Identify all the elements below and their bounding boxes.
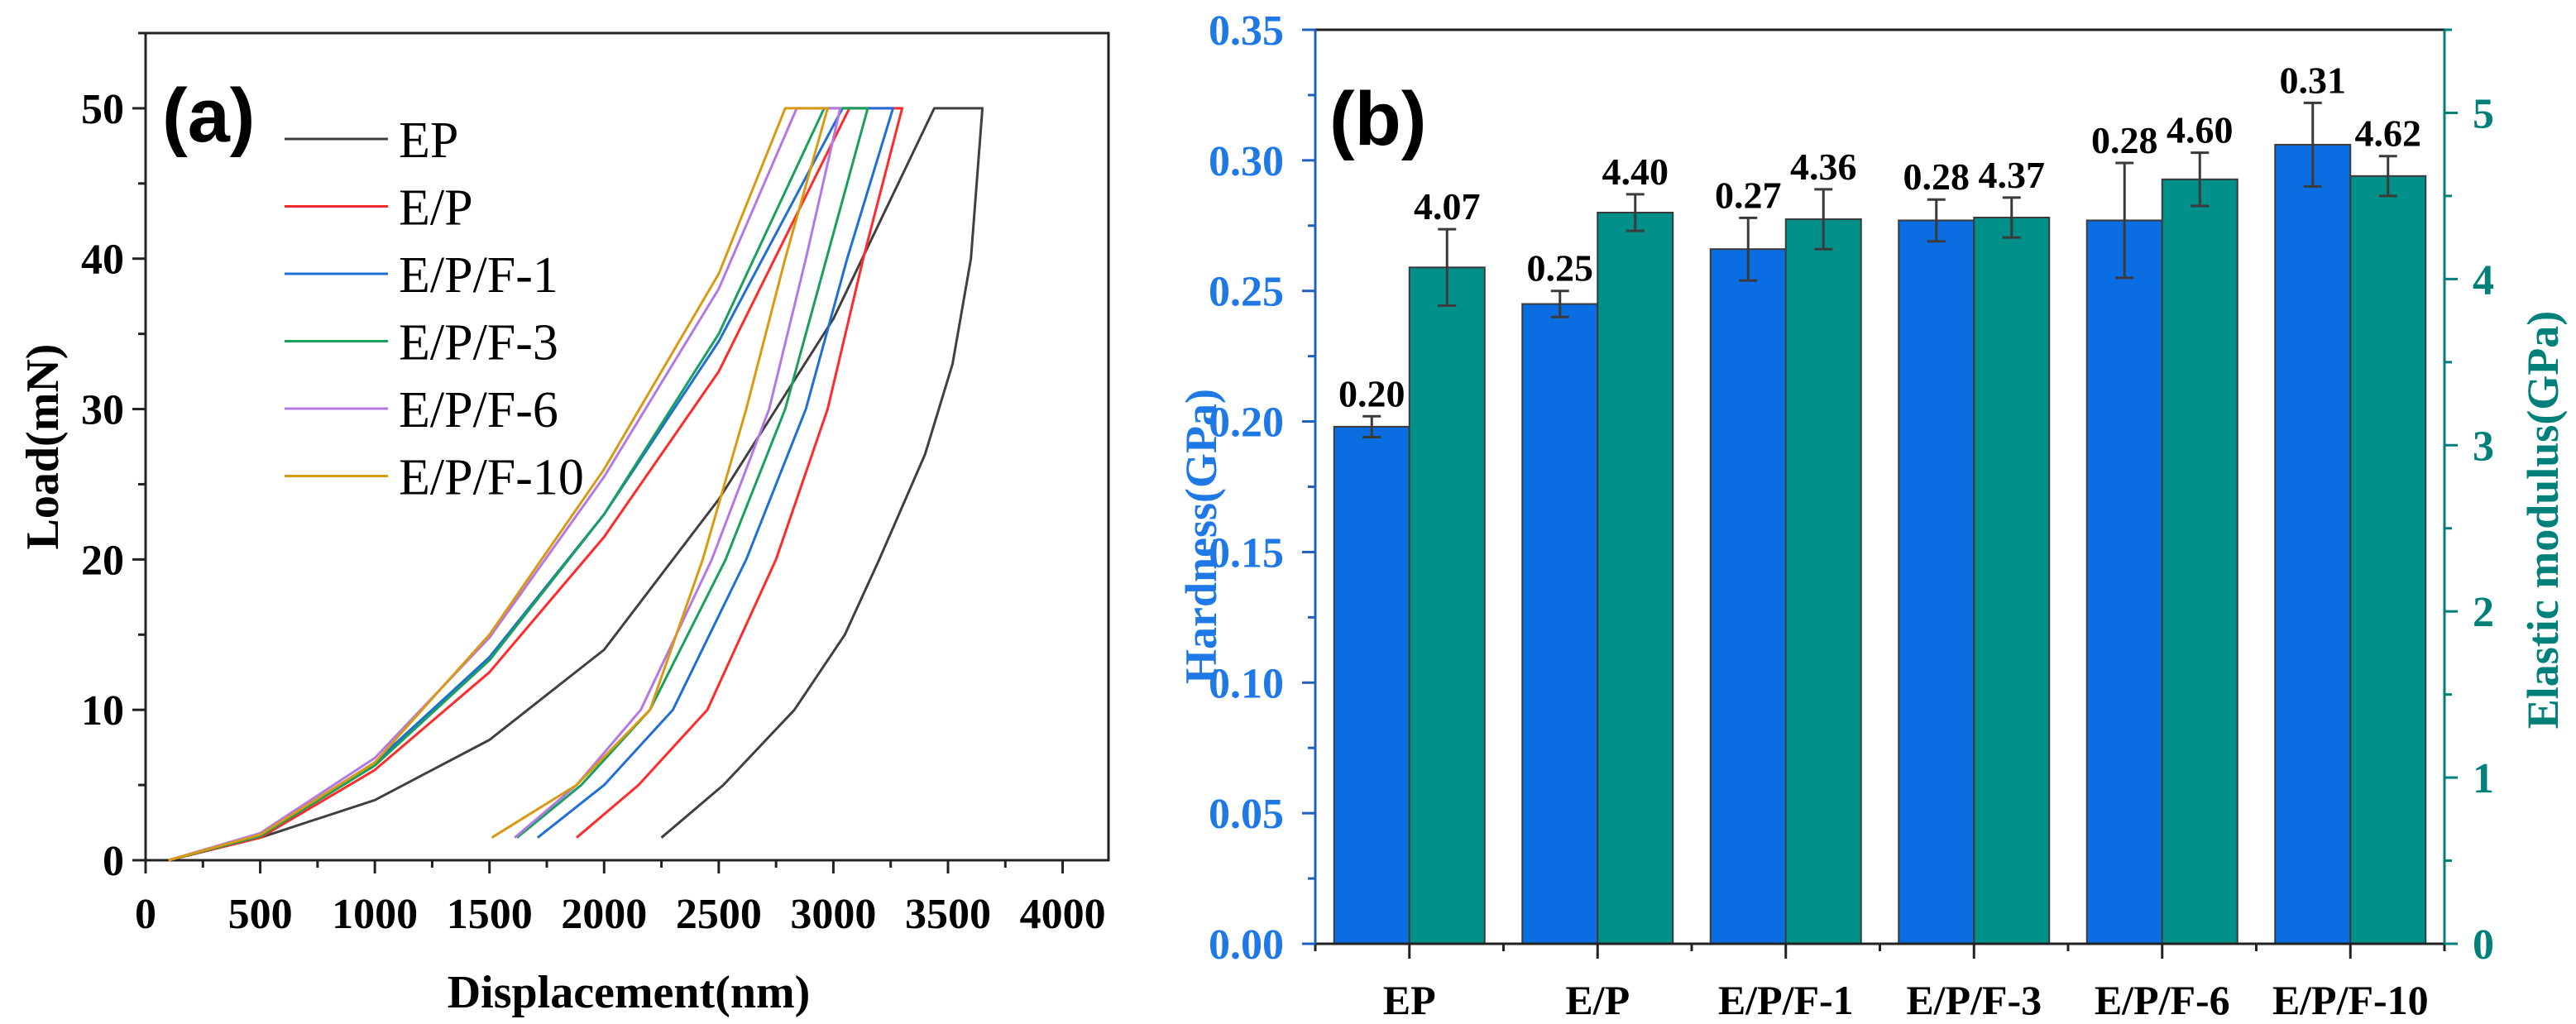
series-line-e-p-f-3 (168, 107, 869, 862)
data-label: 0.25 (1527, 247, 1594, 289)
data-label: 0.20 (1338, 372, 1405, 414)
bar-hardness (1709, 248, 1787, 945)
category-label: E/P/F-1 (1718, 977, 1854, 1023)
series-line-ep (168, 107, 984, 862)
bar-elastic-modulus (1597, 212, 1674, 945)
y-right-tick-label: 0 (2473, 921, 2494, 969)
legend-label: E/P/F-6 (399, 382, 558, 438)
y-tick-label: 0.00 (1209, 921, 1284, 969)
bar-elastic-modulus (2161, 178, 2238, 945)
category-label: EP (1383, 977, 1436, 1023)
category-label: E/P (1565, 977, 1630, 1023)
x-tick-label: 2000 (561, 891, 647, 938)
bar-hardness (2085, 219, 2163, 945)
x-tick-label: 1000 (332, 891, 418, 938)
data-label: 4.37 (1979, 154, 2046, 196)
data-label: 4.62 (2355, 112, 2422, 155)
y-tick-label: 0.05 (1209, 791, 1284, 838)
y-tick-label: 40 (81, 237, 124, 284)
x-axis-title: Displacement(nm) (448, 967, 811, 1018)
data-label: 0.28 (2091, 119, 2158, 161)
panel-a: 0 500 1000 1500 2000 2500 3000 3500 4000 0 10 20 30 4… (17, 31, 1110, 1018)
y-tick-label: 50 (81, 86, 124, 133)
y-right-tick-label: 2 (2473, 589, 2494, 636)
y-tick-label: 0.30 (1209, 138, 1284, 185)
bar-hardness (2274, 143, 2352, 945)
data-label: 4.40 (1602, 151, 1669, 193)
legend-label: E/P/F-3 (399, 315, 558, 371)
data-label: 4.36 (1790, 146, 1857, 188)
bar-hardness (1333, 425, 1410, 945)
y-tick-label: 10 (81, 687, 124, 735)
y-right-tick-label: 4 (2473, 256, 2494, 304)
y-right-tick-label: 1 (2473, 755, 2494, 802)
y-tick-label: 0.15 (1209, 529, 1284, 577)
y-axis-title: Load(mN) (17, 344, 69, 550)
bar-elastic-modulus (1973, 217, 2051, 945)
y-tick-label: 20 (81, 537, 124, 584)
legend-label: E/P/F-10 (399, 450, 584, 506)
x-tick-label: 4000 (1020, 891, 1106, 938)
data-label: 0.27 (1715, 174, 1782, 216)
y-axis-title-hardness: Hardness(GPa) (1176, 389, 1226, 684)
y-tick-label: 0.20 (1209, 400, 1284, 447)
plot-frame-a (144, 31, 1110, 862)
category-label: E/P/F-10 (2272, 977, 2429, 1023)
category-label: E/P/F-3 (1906, 977, 2042, 1023)
x-tick-label: 1500 (447, 891, 533, 938)
y-right-tick-label: 5 (2473, 90, 2494, 137)
legend-label: EP (399, 112, 458, 169)
data-label: 4.07 (1414, 185, 1481, 227)
panel-label-b: (b) (1329, 77, 1426, 161)
y-tick-label: 0.25 (1209, 269, 1284, 316)
x-tick-label: 3000 (790, 891, 876, 938)
x-tick-label: 500 (228, 891, 293, 938)
y-tick-label: 0.10 (1209, 660, 1284, 707)
data-label: 0.31 (2280, 59, 2347, 101)
series-line-e-p-f-10 (168, 107, 829, 862)
legend-label: E/P (399, 180, 473, 237)
bar-elastic-modulus (1784, 218, 1862, 945)
x-tick-label: 3500 (905, 891, 991, 938)
legend-label: E/P/F-1 (399, 247, 558, 304)
bar-hardness (1898, 219, 1975, 945)
bar-elastic-modulus (1408, 266, 1486, 945)
bar-elastic-modulus (2349, 175, 2427, 945)
bar-hardness (1521, 303, 1599, 945)
y-tick-label: 30 (81, 387, 124, 434)
x-tick-label: 2500 (676, 891, 762, 938)
category-label: E/P/F-6 (2095, 977, 2230, 1023)
y-right-tick-label: 3 (2473, 423, 2494, 470)
x-tick-label: 0 (135, 891, 156, 938)
data-label: 0.28 (1903, 156, 1970, 198)
y-axis-title-modulus: Elastic modulus(GPa) (2518, 311, 2568, 730)
panel-label-a: (a) (162, 74, 255, 158)
data-label: 4.60 (2167, 109, 2234, 151)
panel-b: 0.20 0.25 0.27 0.28 0.28 0.31 4.07 4.40 4.36 4.37… (1176, 7, 2568, 1023)
y-tick-label: 0.35 (1209, 7, 1284, 55)
y-tick-label: 0 (103, 838, 124, 885)
